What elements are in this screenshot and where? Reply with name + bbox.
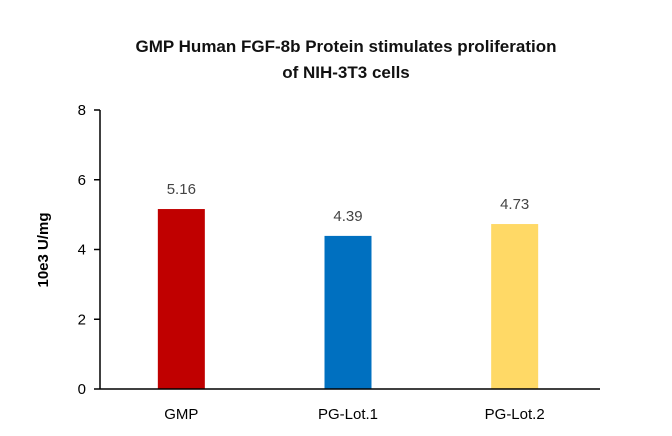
- y-axis-ticks: 0 2 4 6 8: [78, 102, 100, 398]
- x-category-label: PG-Lot.2: [485, 406, 545, 423]
- bar-data-label: 5.16: [167, 181, 196, 198]
- y-tick-label: 6: [78, 172, 86, 189]
- bars-group: 5.16 4.39 4.73: [157, 181, 539, 389]
- y-tick-label: 4: [78, 242, 86, 259]
- y-tick-label: 0: [78, 381, 86, 398]
- bar: [491, 224, 539, 389]
- bar: [157, 209, 205, 389]
- y-tick-label: 8: [78, 102, 86, 119]
- x-category-label: PG-Lot.1: [318, 406, 378, 423]
- chart-title-line-1: GMP Human FGF-8b Protein stimulates prol…: [136, 37, 557, 56]
- chart-title-line-2: of NIH-3T3 cells: [282, 63, 410, 82]
- x-axis-categories: GMP PG-Lot.1 PG-Lot.2: [164, 406, 544, 423]
- y-tick-label: 2: [78, 311, 86, 328]
- x-category-label: GMP: [164, 406, 198, 423]
- y-axis-label: 10e3 U/mg: [35, 212, 52, 287]
- bar: [324, 235, 372, 389]
- bar-data-label: 4.73: [500, 196, 529, 213]
- bar-data-label: 4.39: [333, 208, 362, 225]
